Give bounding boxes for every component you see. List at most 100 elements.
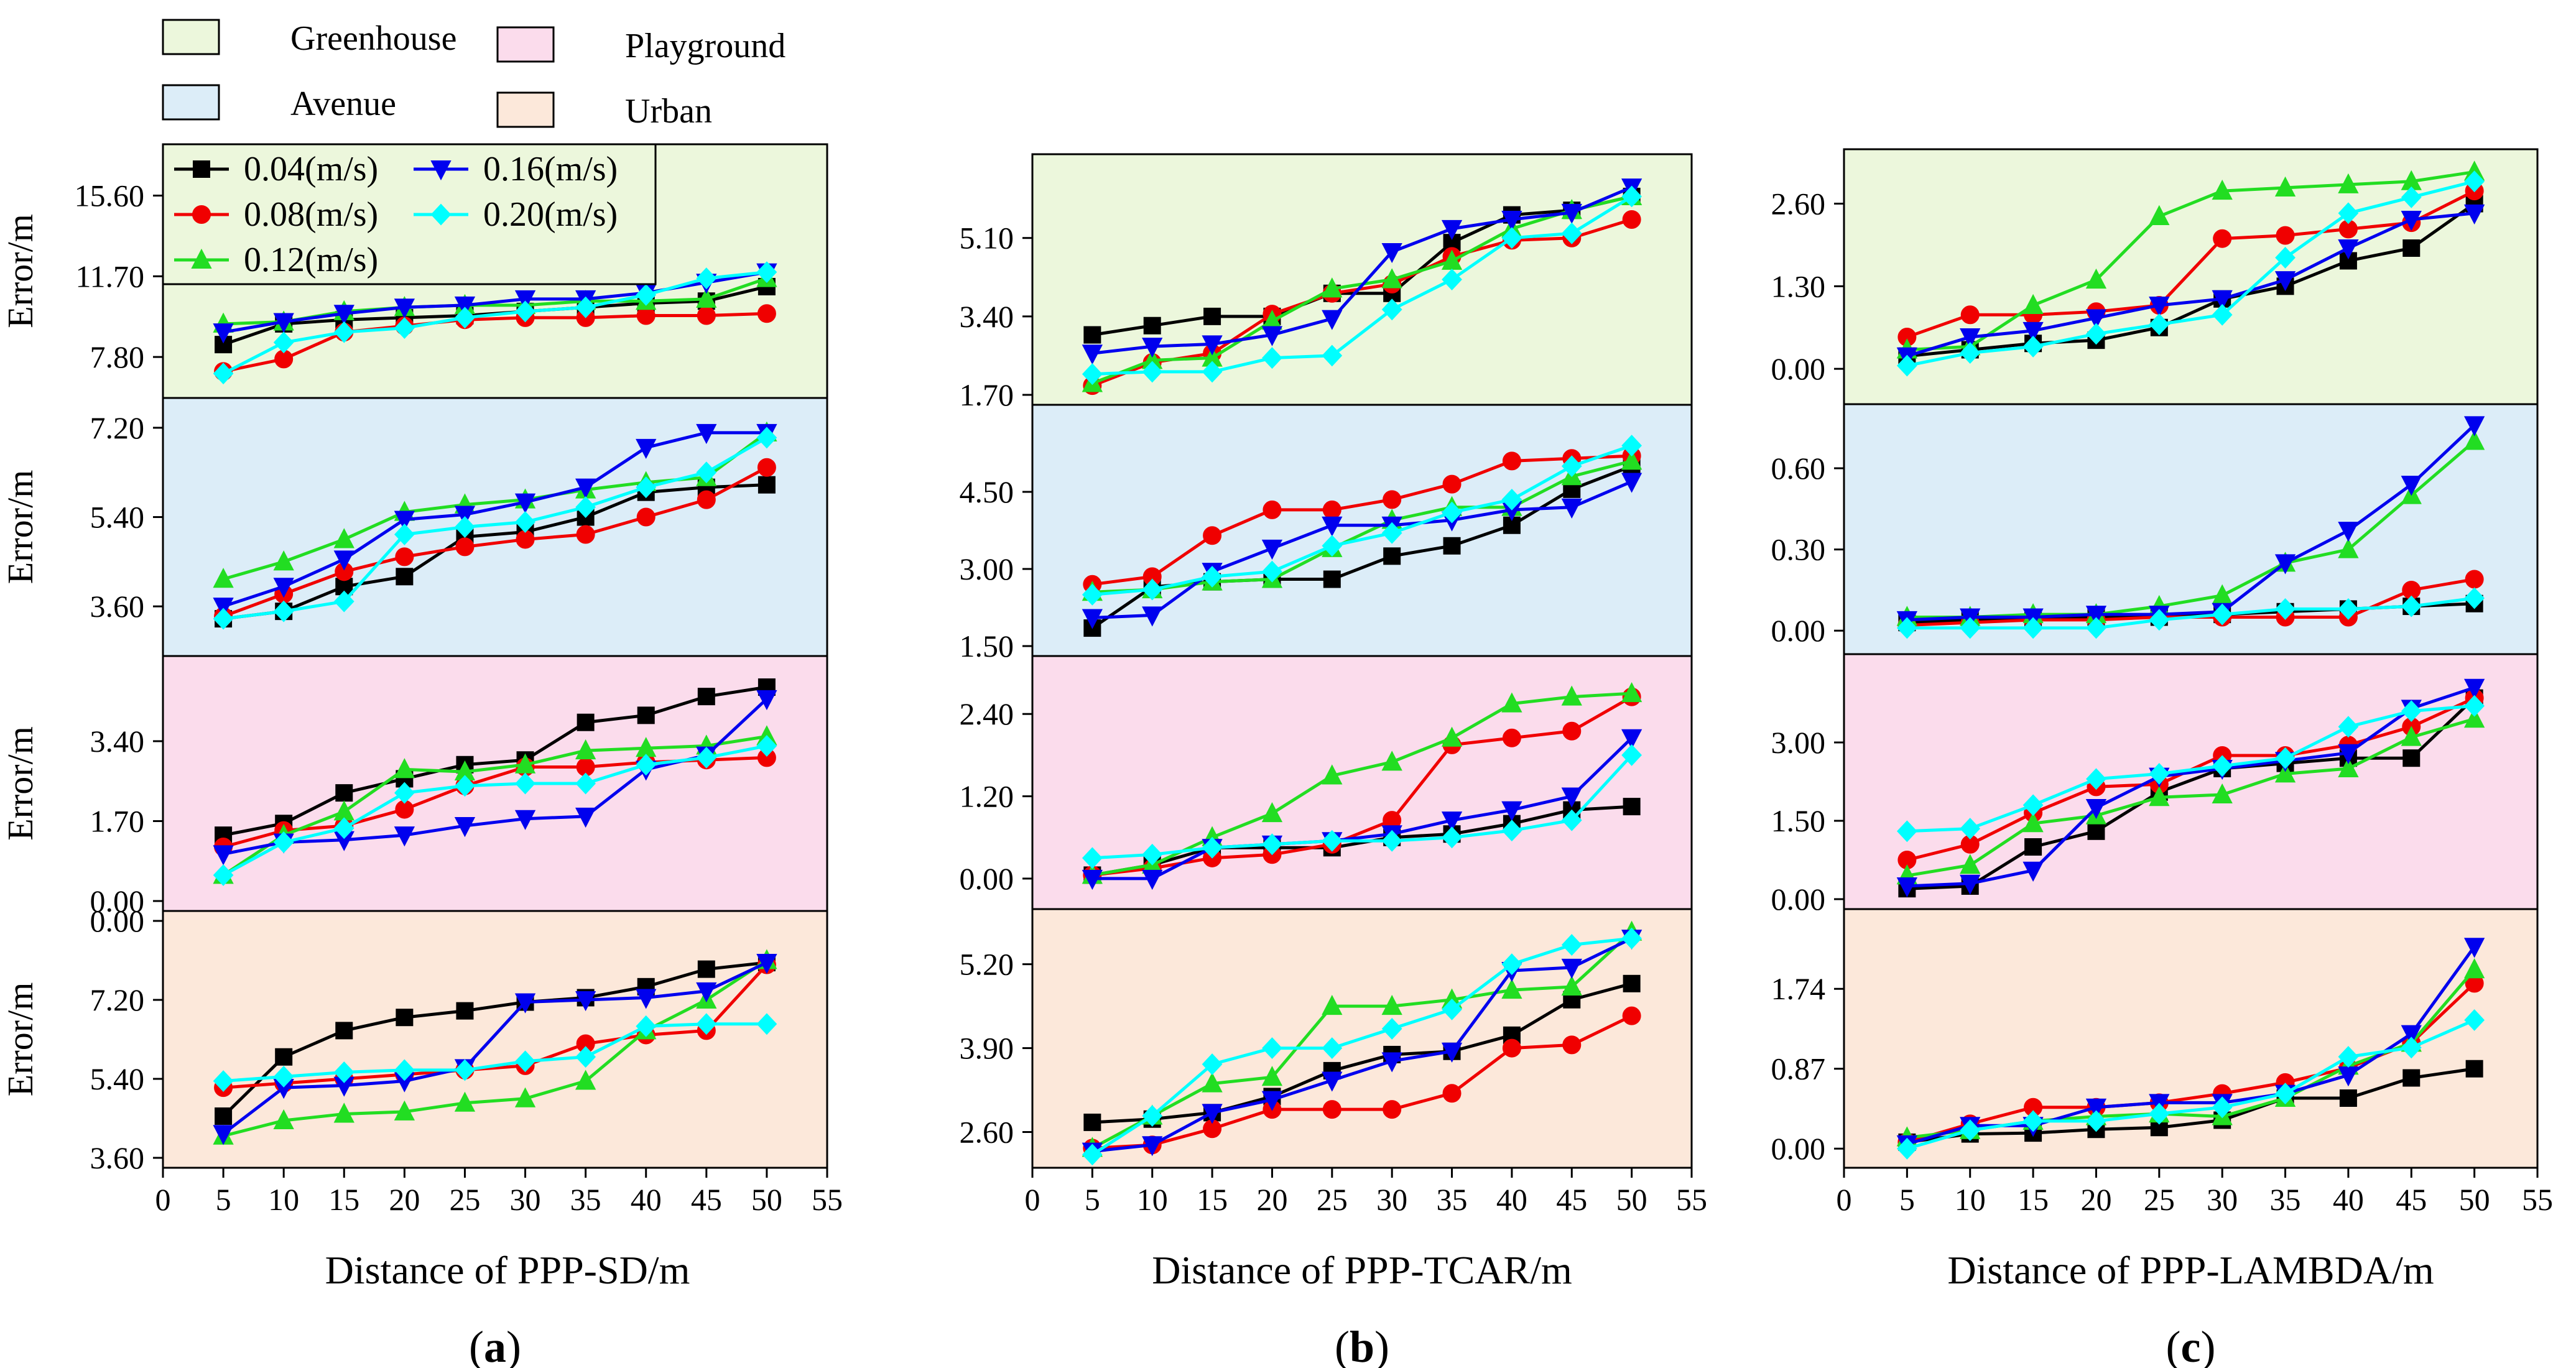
data-point <box>273 550 294 571</box>
data-point <box>2149 296 2170 317</box>
y-tick-label: 11.70 <box>75 259 144 293</box>
legend-swatch-greenhouse <box>162 19 220 55</box>
data-point <box>696 982 717 1003</box>
data-point <box>1383 490 1402 509</box>
x-tick-label: 0 <box>1025 1182 1040 1217</box>
data-point <box>1322 1071 1343 1092</box>
data-point <box>396 568 414 586</box>
x-tick-label: 0 <box>155 1182 171 1217</box>
data-point <box>273 1066 294 1088</box>
data-point <box>636 476 657 499</box>
data-point <box>1621 473 1642 493</box>
series-0-16-m-s <box>1082 930 1642 1163</box>
data-point <box>1502 728 1521 747</box>
data-point <box>1442 826 1462 849</box>
y-tick-label: 1.20 <box>960 779 1014 814</box>
data-point <box>2274 176 2296 196</box>
data-point <box>2087 822 2105 840</box>
data-point <box>514 810 536 830</box>
data-point <box>2463 430 2485 450</box>
x-tick-label: 50 <box>2459 1182 2490 1217</box>
data-point <box>1896 354 1917 377</box>
y-tick-label: 3.60 <box>90 589 145 624</box>
x-tick-label: 25 <box>2144 1182 2175 1217</box>
data-point <box>333 817 354 839</box>
y-tick-label: 3.40 <box>90 724 145 759</box>
data-point <box>2338 744 2359 764</box>
data-point <box>1322 277 1343 298</box>
data-point <box>1082 344 1103 365</box>
x-tick-label: 5 <box>1899 1182 1915 1217</box>
series-line <box>1091 195 1633 337</box>
data-point <box>333 1061 354 1083</box>
y-tick-label: 1.70 <box>960 377 1014 412</box>
data-point <box>1960 818 1981 840</box>
x-tick-label: 15 <box>328 1182 359 1217</box>
data-point <box>1502 1038 1521 1058</box>
data-point <box>1381 268 1402 289</box>
series-line <box>1092 480 1633 620</box>
x-tick-label: 0 <box>1837 1182 1852 1217</box>
data-point <box>1322 535 1343 557</box>
series-0-20-m-s <box>1896 587 2485 639</box>
data-point <box>2338 1046 2359 1068</box>
data-point <box>636 754 657 776</box>
data-point <box>2212 179 2233 200</box>
y-axis-label: Error/m <box>0 470 40 585</box>
data-point <box>1441 1042 1463 1063</box>
data-point <box>2085 268 2107 289</box>
data-point <box>2465 1060 2483 1078</box>
data-point <box>514 493 536 514</box>
data-point <box>696 287 717 308</box>
data-point <box>455 1059 475 1081</box>
data-point <box>1322 764 1343 785</box>
series-0-12-m-s <box>1896 708 2485 885</box>
series-line <box>1906 180 2475 367</box>
subplot-greenhouse: 1.70 3.40 5.10 <box>960 153 1693 412</box>
subplot-urban: 3.60 5.40 7.20 0.00 Error/m <box>0 904 828 1175</box>
data-point <box>2275 598 2296 620</box>
legend-swatch-urban <box>496 91 555 128</box>
series-0-20-m-s <box>213 1013 777 1092</box>
data-point <box>2338 173 2359 193</box>
data-point <box>1142 843 1163 866</box>
data-point <box>1381 1017 1402 1040</box>
data-point <box>1082 869 1103 890</box>
series-line <box>1092 195 1633 376</box>
data-point <box>2086 617 2106 639</box>
data-point <box>2338 239 2359 260</box>
data-point <box>577 713 595 731</box>
data-point <box>273 600 294 622</box>
panel-label-part: ) <box>1374 1322 1389 1368</box>
series-0-20-m-s <box>1896 1009 2485 1160</box>
y-tick-label: 5.20 <box>960 947 1014 982</box>
data-point <box>2338 202 2359 224</box>
data-point <box>1442 474 1462 494</box>
y-tick-label: 0.00 <box>1771 613 1826 648</box>
series-0-20-m-s <box>213 261 777 385</box>
subplot-avenue: 3.60 5.40 7.20 Error/m <box>0 397 828 657</box>
series-line <box>1907 686 2475 888</box>
data-point <box>1202 1072 1223 1093</box>
y-tick-label: 7.20 <box>90 410 145 445</box>
y-tick-label: 3.00 <box>960 552 1014 586</box>
data-point <box>213 845 234 866</box>
series-0-08-m-s <box>214 458 776 626</box>
data-point <box>2213 229 2232 248</box>
data-point <box>2401 726 2422 746</box>
legend-label-0-20-m-s: 0.20(m/s) <box>483 195 618 234</box>
data-point <box>454 1091 476 1112</box>
data-point <box>1561 934 1582 956</box>
speed-legend-frame <box>162 143 657 285</box>
subplot-frame <box>1843 908 2539 1169</box>
data-point <box>1142 578 1163 601</box>
data-point <box>2212 303 2233 326</box>
subplot-avenue: 0.00 0.30 0.60 <box>1771 403 2539 655</box>
data-point <box>1322 516 1343 537</box>
series-line <box>222 961 767 1117</box>
data-point <box>1960 854 1981 874</box>
panel-label-part: c <box>2181 1322 2201 1368</box>
data-point <box>1561 787 1582 808</box>
legend-swatch-avenue <box>162 84 220 121</box>
data-point <box>1561 975 1582 996</box>
